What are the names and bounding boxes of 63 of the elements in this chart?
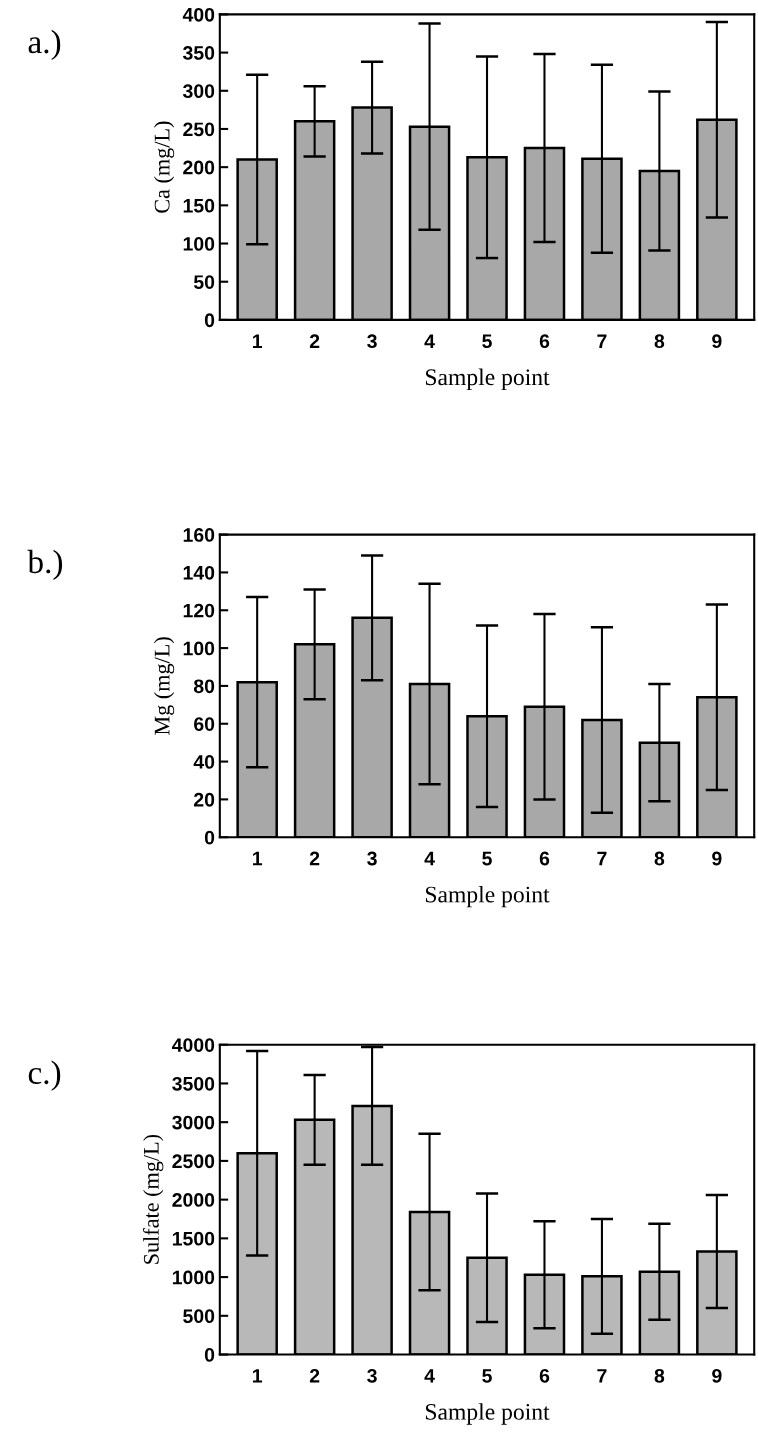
x-tick-label: 3: [367, 1368, 377, 1383]
x-tick-label: 5: [482, 851, 492, 866]
x-tick-label: 9: [712, 334, 722, 349]
chart-title: c.): [28, 1060, 61, 1091]
y-tick-label: 40: [193, 755, 215, 769]
y-tick-label: 100: [183, 237, 215, 251]
x-axis-title: Sample point: [425, 1403, 550, 1425]
x-tick-label: 1: [252, 851, 263, 866]
x-tick-label: 4: [424, 1369, 435, 1383]
x-tick-label: 9: [712, 1368, 722, 1383]
y-tick-label: 500: [183, 1309, 215, 1324]
x-tick-label: 5: [482, 334, 492, 349]
y-tick-label: 300: [182, 84, 215, 99]
x-tick-label: 2: [309, 851, 320, 866]
x-tick-label: 4: [424, 334, 435, 348]
chart-title: a.): [28, 29, 61, 61]
y-axis-title: Mg (mg/L): [153, 637, 175, 735]
y-tick-label: 150: [183, 198, 215, 213]
y-tick-label: 1500: [172, 1231, 215, 1246]
x-tick-label: 1: [252, 1369, 263, 1383]
y-tick-label: 120: [183, 603, 215, 618]
y-tick-label: 350: [182, 46, 215, 60]
y-tick-label: 80: [193, 679, 215, 694]
x-axis-title: Sample point: [425, 885, 550, 908]
y-tick-label: 50: [193, 275, 215, 289]
y-axis-title: Sulfate (mg/L): [142, 1134, 164, 1264]
y-tick-label: 60: [194, 717, 215, 731]
y-tick-label: 4000: [172, 1038, 215, 1052]
x-tick-label: 4: [424, 851, 435, 866]
x-tick-label: 2: [309, 334, 320, 348]
x-tick-label: 6: [539, 334, 550, 349]
chart-title: b.): [27, 549, 63, 580]
y-tick-label: 400: [182, 7, 215, 22]
x-tick-label: 6: [539, 851, 550, 866]
y-tick-label: 140: [183, 565, 215, 580]
y-tick-label: 160: [183, 528, 215, 542]
y-tick-label: 20: [194, 792, 215, 807]
x-tick-label: 8: [654, 334, 665, 349]
y-tick-label: 0: [204, 830, 215, 845]
x-tick-label: 7: [597, 1369, 607, 1383]
y-axis-title: Ca (mg/L): [153, 121, 175, 213]
y-tick-label: 250: [183, 122, 215, 137]
y-tick-label: 3000: [172, 1115, 215, 1130]
x-tick-label: 9: [712, 851, 722, 866]
y-tick-label: 1000: [172, 1270, 215, 1285]
x-tick-label: 3: [367, 851, 377, 866]
x-tick-label: 8: [654, 851, 665, 866]
y-tick-label: 2500: [172, 1154, 215, 1169]
y-tick-label: 100: [183, 641, 215, 656]
x-tick-label: 2: [309, 1368, 320, 1383]
y-tick-label: 2000: [172, 1193, 215, 1207]
x-tick-label: 8: [654, 1368, 665, 1383]
x-tick-label: 5: [482, 1369, 492, 1383]
y-tick-label: 0: [204, 313, 215, 328]
y-tick-label: 0: [204, 1348, 215, 1362]
x-tick-label: 6: [539, 1368, 550, 1383]
x-tick-label: 3: [367, 334, 377, 349]
y-tick-label: 3500: [172, 1076, 215, 1091]
y-tick-label: 200: [183, 160, 215, 175]
x-tick-label: 7: [597, 334, 607, 348]
x-tick-label: 7: [597, 851, 607, 866]
x-tick-label: 1: [252, 334, 263, 348]
x-axis-title: Sample point: [425, 368, 550, 390]
